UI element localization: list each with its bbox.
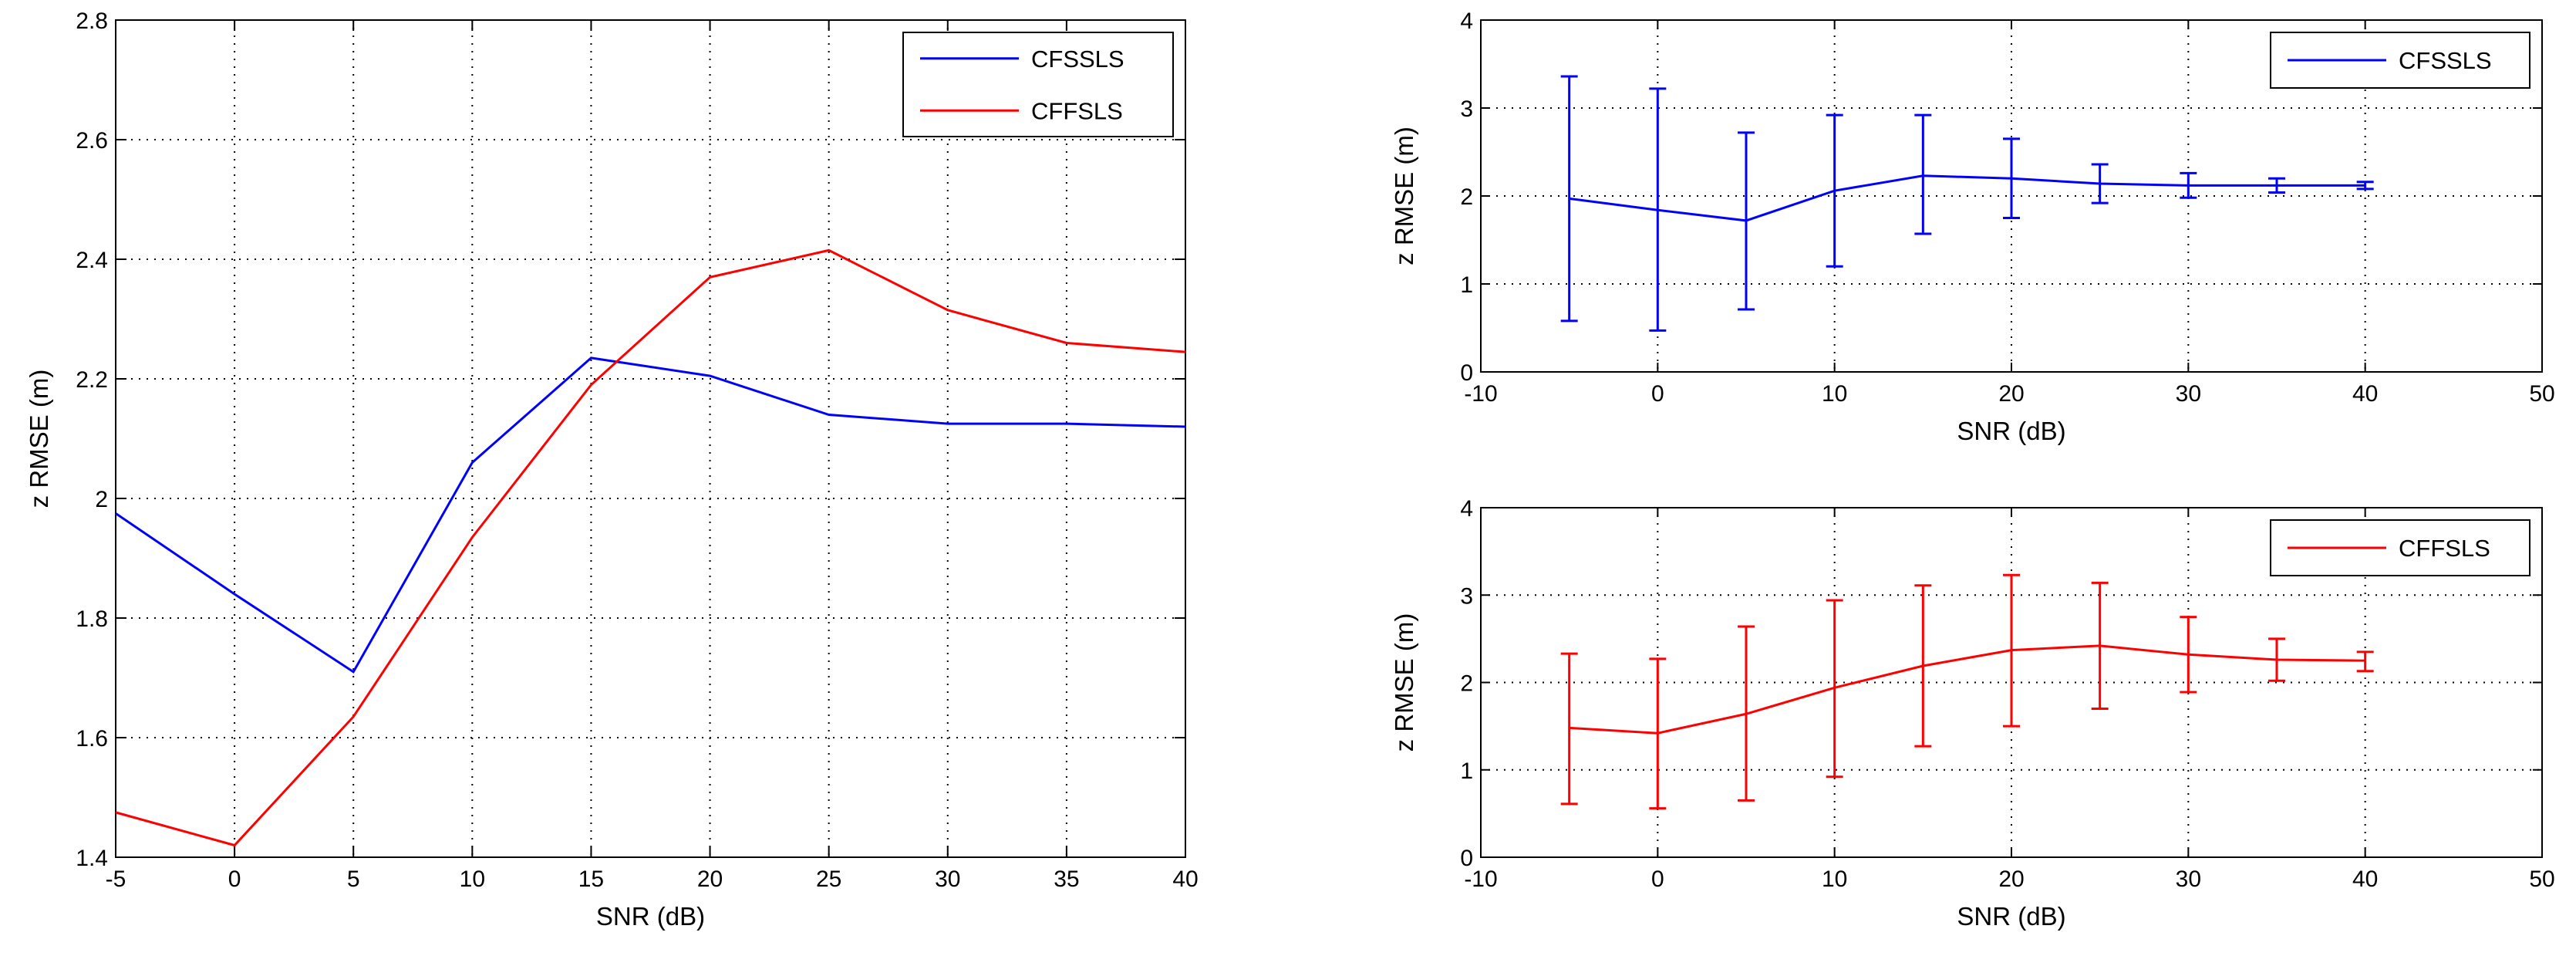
error-bar — [1914, 584, 1932, 748]
x-tick-label: 30 — [935, 866, 960, 892]
y-tick-label: 4 — [1460, 8, 1473, 34]
error-bar — [1738, 625, 1755, 802]
error-bar — [1738, 131, 1755, 311]
y-tick-label: 0 — [1460, 846, 1473, 871]
x-tick-label: -10 — [1464, 866, 1497, 892]
x-axis-label: SNR (dB) — [1957, 417, 2065, 445]
x-tick-label: 10 — [1822, 381, 1847, 407]
legend-label: CFSSLS — [1031, 46, 1124, 73]
y-tick-label: 1.6 — [76, 726, 108, 752]
y-tick-label: 2 — [95, 487, 108, 512]
y-tick-label: 2.8 — [76, 8, 108, 34]
error-bar — [2180, 616, 2197, 694]
error-bar — [2268, 177, 2285, 194]
x-tick-label: 10 — [1822, 866, 1847, 892]
error-bar — [1914, 113, 1932, 235]
series-line — [1569, 644, 2365, 735]
x-tick-label: 40 — [2352, 381, 2378, 407]
x-tick-label: 30 — [2176, 381, 2201, 407]
x-tick-label: -10 — [1464, 381, 1497, 407]
x-tick-label: 0 — [1651, 381, 1664, 407]
error-bar — [2003, 137, 2020, 219]
y-tick-label: 4 — [1460, 496, 1473, 522]
grid — [116, 20, 1185, 857]
y-axis-label: z RMSE (m) — [25, 370, 53, 508]
x-tick-label: 0 — [228, 866, 241, 892]
error-bar — [1560, 652, 1578, 806]
legend-box — [902, 32, 1174, 137]
error-bar — [1560, 75, 1578, 323]
y-tick-label: 2 — [1460, 184, 1473, 210]
y-tick-label: 0 — [1460, 360, 1473, 386]
series-line — [1569, 174, 2365, 222]
x-tick-label: 20 — [1998, 381, 2024, 407]
y-tick-label: 2.6 — [76, 128, 108, 154]
legend: CFSSLS — [2270, 32, 2530, 89]
axes-1: -5 0 5 10 15 20 25 30 35 40 1.4 1.6 1.8 2 2.2 2.4 2.6 2.8… — [25, 8, 1199, 931]
x-tick-label: 50 — [2529, 381, 2554, 407]
axes-box — [115, 19, 1186, 858]
error-bar — [1826, 599, 1843, 779]
plot-area — [116, 20, 1185, 857]
legend: CFSSLS CFFSLS — [902, 32, 1174, 137]
x-axis-label: SNR (dB) — [596, 902, 705, 931]
axes-box — [1480, 19, 2543, 373]
x-tick-label: 20 — [697, 866, 723, 892]
x-tick-label: 40 — [1172, 866, 1198, 892]
error-bar — [1826, 113, 1843, 268]
y-tick-label: 1 — [1460, 272, 1473, 298]
y-tick-label: 2 — [1460, 671, 1473, 697]
x-tick-label: 15 — [578, 866, 604, 892]
error-bar — [1649, 657, 1667, 810]
x-tick-label: 20 — [1998, 866, 2024, 892]
y-tick-label: 1 — [1460, 758, 1473, 784]
x-tick-label: -5 — [106, 866, 126, 892]
y-tick-label: 1.4 — [76, 846, 108, 871]
error-bar — [2356, 181, 2374, 191]
legend-label: CFSSLS — [2399, 47, 2492, 74]
axes-box — [1480, 507, 2543, 858]
y-tick-label: 1.8 — [76, 606, 108, 632]
error-bar — [2180, 171, 2197, 199]
x-tick-label: 25 — [816, 866, 841, 892]
series-line — [115, 356, 1186, 674]
x-tick-label: 0 — [1651, 866, 1664, 892]
legend-label: CFFSLS — [2399, 535, 2490, 562]
x-tick-label: 50 — [2529, 866, 2554, 892]
error-bar — [2268, 637, 2285, 682]
legend: CFFSLS — [2270, 519, 2530, 576]
x-tick-label: 10 — [460, 866, 485, 892]
error-bar — [2091, 163, 2109, 204]
y-tick-label: 3 — [1460, 583, 1473, 609]
y-tick-label: 2.2 — [76, 367, 108, 393]
x-tick-label: 5 — [347, 866, 360, 892]
series-cfssls — [1560, 75, 2374, 332]
y-axis-label: z RMSE (m) — [1390, 127, 1418, 265]
error-bar — [2356, 650, 2374, 673]
ticks: -5 0 5 10 15 20 25 30 35 40 1.4 1.6 1.8 2 2.2 2.4 2.6 2.8 — [76, 8, 1198, 892]
error-bar — [1649, 87, 1667, 332]
series-cfssls — [115, 356, 1186, 674]
x-tick-label: 40 — [2352, 866, 2378, 892]
y-tick-label: 3 — [1460, 96, 1473, 122]
series-cffsls — [1560, 573, 2374, 810]
series-cffsls — [115, 248, 1186, 847]
error-bar — [2091, 581, 2109, 710]
legend-label: CFFSLS — [1031, 97, 1123, 124]
series-line — [115, 248, 1186, 847]
error-bar — [2003, 573, 2020, 728]
x-axis-label: SNR (dB) — [1957, 902, 2065, 931]
y-tick-label: 2.4 — [76, 248, 108, 273]
x-tick-label: 35 — [1054, 866, 1079, 892]
x-tick-label: 30 — [2176, 866, 2201, 892]
y-axis-label: z RMSE (m) — [1390, 613, 1418, 752]
